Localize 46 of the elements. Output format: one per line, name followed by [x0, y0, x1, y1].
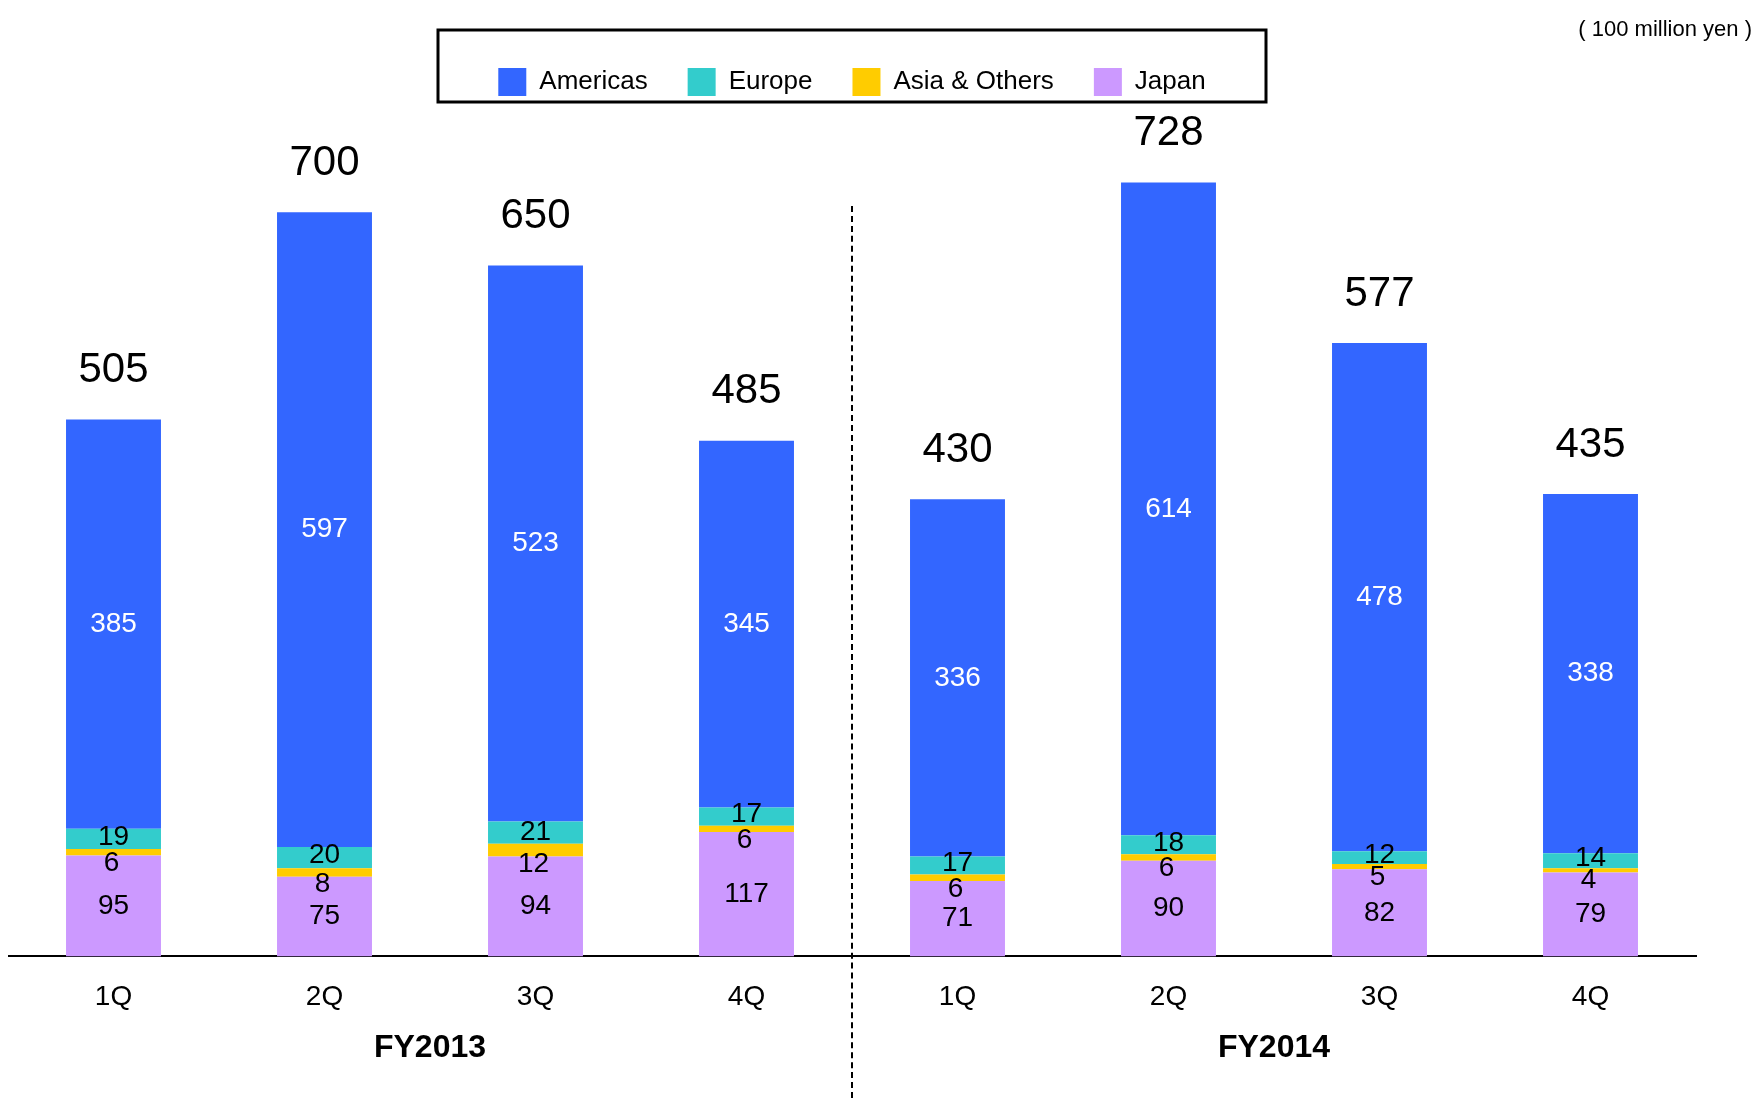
total-label: 577: [1344, 267, 1415, 315]
legend-label: Americas: [539, 65, 648, 96]
total-label: 485: [711, 365, 782, 413]
x-tick-label: 4Q: [1571, 979, 1610, 1011]
x-tick-label: 4Q: [727, 979, 766, 1011]
data-label: 79: [1574, 897, 1607, 929]
data-label: 20: [308, 838, 341, 870]
total-label: 505: [78, 344, 149, 392]
data-label: 597: [301, 512, 348, 544]
data-label: 75: [308, 899, 341, 931]
text: ( 100 million yen ): [1578, 16, 1752, 42]
data-label: 82: [1363, 895, 1396, 927]
data-label: 385: [90, 606, 137, 638]
data-label: 478: [1356, 579, 1403, 611]
text: FY2013: [373, 1028, 487, 1065]
data-label: 21: [519, 815, 552, 847]
x-tick-label: 2Q: [1149, 979, 1188, 1011]
data-label: 117: [724, 876, 769, 908]
total-label: 650: [500, 190, 571, 238]
legend-label: Europe: [728, 65, 813, 96]
data-label: 338: [1567, 656, 1614, 688]
data-label: 614: [1145, 491, 1192, 523]
legend-label: Asia & Others: [893, 65, 1054, 96]
legend-label: Japan: [1134, 65, 1206, 96]
total-label: 728: [1133, 107, 1204, 155]
x-tick-label: 2Q: [305, 979, 344, 1011]
x-tick-label: 1Q: [94, 979, 133, 1011]
data-label: 8: [314, 867, 331, 899]
data-label: 95: [97, 888, 130, 920]
total-label: 435: [1555, 418, 1626, 466]
text: FY2014: [1217, 1028, 1331, 1065]
total-label: 430: [922, 423, 993, 471]
x-tick-label: 3Q: [1360, 979, 1399, 1011]
data-label: 345: [723, 606, 770, 638]
bar: [910, 880, 1005, 957]
data-label: 523: [512, 526, 559, 558]
data-label: 336: [934, 660, 981, 692]
total-label: 700: [289, 136, 360, 184]
bar: [488, 265, 583, 822]
x-tick-label: 3Q: [516, 979, 555, 1011]
bar: [488, 821, 583, 844]
data-label: 71: [941, 901, 974, 933]
x-tick-label: 1Q: [938, 979, 977, 1011]
data-label: 12: [517, 847, 550, 879]
data-label: 90: [1152, 891, 1185, 923]
data-label: 94: [519, 889, 552, 921]
